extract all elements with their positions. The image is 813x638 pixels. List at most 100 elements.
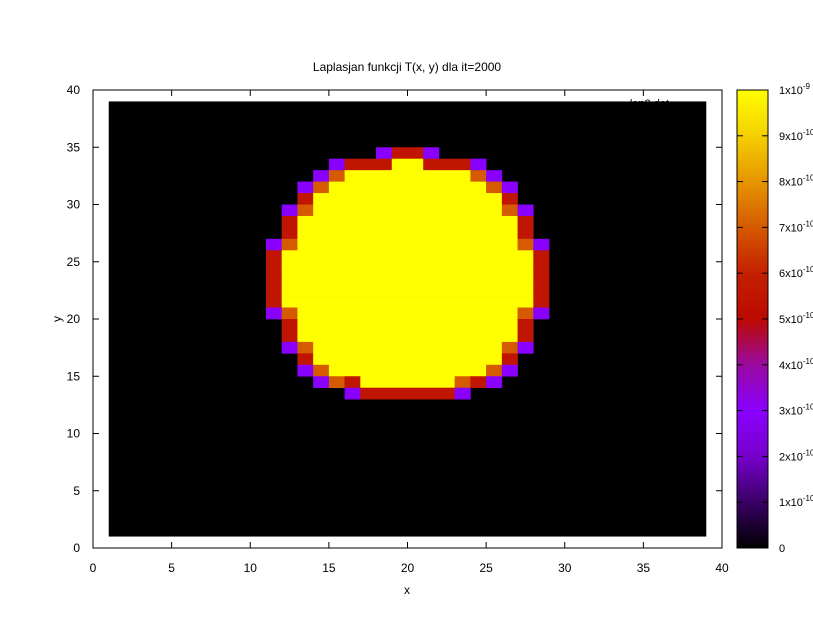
heatmap-cell (501, 181, 518, 194)
heatmap-cell (517, 204, 534, 217)
legend-entry: lap2.dat (630, 98, 669, 110)
colorbar-ticks: 0 1x10-10 2x10-10 3x10-10 4x10-10 5x10-10 6x10… (737, 82, 813, 555)
heatmap-cell (281, 238, 298, 251)
heatmap-cell (281, 204, 298, 217)
y-tick-label: 15 (67, 369, 81, 383)
x-axis-label: x (404, 583, 410, 597)
heatmap-cell (297, 215, 518, 228)
heatmap-cell (281, 319, 298, 331)
colorbar-tick-label: 1x10-10 (779, 494, 813, 509)
colorbar-tick-label: 4x10-10 (779, 357, 813, 372)
x-tick-label: 5 (168, 561, 175, 575)
heatmap-cell (517, 238, 534, 251)
heatmap-cell (328, 181, 487, 194)
heatmap-cell (486, 364, 503, 377)
heatmap-cell (281, 307, 298, 320)
heatmap-cell (470, 376, 487, 388)
heatmap-cell (265, 261, 282, 274)
colorbar-tick-label: 0 (779, 543, 785, 555)
x-tick-label: 40 (715, 561, 729, 575)
heatmap-cell (454, 376, 471, 388)
heatmap-cell (313, 341, 503, 354)
y-axis-ticks: 0 5 10 15 20 25 30 35 40 (67, 83, 722, 555)
heatmap-cell (281, 330, 298, 343)
y-tick-label: 10 (67, 427, 81, 441)
colorbar-tick-label: 3x10-10 (779, 403, 813, 418)
heatmap-cell (313, 376, 330, 388)
heatmap-cell (313, 364, 330, 377)
heatmap-cell (517, 307, 534, 320)
heatmap-cell (281, 215, 298, 228)
heatmap-cell (328, 364, 487, 377)
y-axis-label: y (50, 316, 64, 322)
heatmap-cell (297, 341, 314, 354)
x-tick-label: 35 (637, 561, 651, 575)
heatmap-cell (517, 227, 534, 240)
heatmap-cell (344, 158, 393, 171)
heatmap-cell (517, 330, 534, 343)
colorbar-tick-label: 5x10-10 (779, 311, 813, 326)
heatmap-cell (360, 387, 455, 400)
heatmap-field (108, 101, 707, 537)
heatmap-cell (313, 353, 503, 366)
heatmap-cell (328, 170, 345, 182)
x-tick-label: 0 (90, 561, 97, 575)
heatmap-cell (265, 296, 282, 308)
heatmap-cell (533, 261, 550, 274)
heatmap-cell (454, 387, 471, 400)
heatmap-cell (486, 181, 503, 194)
x-tick-label: 20 (401, 561, 415, 575)
colorbar-tick-label: 6x10-10 (779, 265, 813, 280)
heatmap-cell (265, 307, 282, 320)
heatmap-cell (313, 204, 503, 217)
heatmap-cell (360, 376, 455, 388)
heatmap-cell (297, 307, 518, 320)
heatmap-cell (391, 158, 424, 171)
x-tick-label: 10 (244, 561, 258, 575)
heatmap-cell (297, 319, 518, 331)
heatmap-cell (423, 158, 471, 171)
x-tick-label: 15 (322, 561, 336, 575)
heatmap-cell (533, 307, 550, 320)
heatmap-cell (376, 147, 393, 159)
y-tick-label: 0 (73, 541, 80, 555)
colorbar-tick-label: 2x10-10 (779, 448, 813, 463)
y-tick-label: 40 (67, 83, 81, 97)
heatmap-cell (470, 170, 487, 182)
y-tick-label: 20 (67, 312, 81, 326)
colorbar: 0 1x10-10 2x10-10 3x10-10 4x10-10 5x10-10 6x10… (736, 82, 813, 555)
heatmap-cell (501, 364, 518, 377)
heatmap-cell (265, 250, 282, 263)
plot-area: lap2.dat 0 5 10 15 20 25 30 35 40 0 5 10 15 20 25 30 35… (67, 83, 729, 575)
heatmap-cell (533, 250, 550, 263)
heatmap-cell (281, 261, 534, 274)
heatmap-cell (486, 376, 503, 388)
heatmap-cell (265, 238, 282, 251)
heatmap-cell (533, 273, 550, 285)
heatmap-cell (517, 215, 534, 228)
heatmap-cell (313, 170, 330, 182)
x-tick-label: 30 (558, 561, 572, 575)
heatmap-cell (501, 204, 518, 217)
chart-title: Laplasjan funkcji T(x, y) dla it=2000 (313, 60, 502, 74)
x-axis-ticks: 0 5 10 15 20 25 30 35 40 (90, 90, 729, 575)
heatmap-cell (328, 158, 345, 171)
heatmap-cell (281, 296, 534, 308)
y-tick-label: 30 (67, 198, 81, 212)
heatmap-cell (313, 181, 330, 194)
colorbar-tick-label: 8x10-10 (779, 174, 813, 189)
heatmap-cell (297, 227, 518, 240)
heatmap-cell (344, 376, 361, 388)
heatmap-cell (344, 387, 361, 400)
heatmap-cell (281, 227, 298, 240)
heatmap-cell (533, 284, 550, 297)
heatmap-cell (391, 147, 424, 159)
heatmap-cell (423, 147, 440, 159)
heatmap-cell (297, 181, 314, 194)
heatmap-cell (297, 238, 518, 251)
heatmap-cell (297, 353, 314, 366)
heatmap-cell (517, 341, 534, 354)
heatmap-cell (517, 319, 534, 331)
heatmap-cell (281, 250, 534, 263)
